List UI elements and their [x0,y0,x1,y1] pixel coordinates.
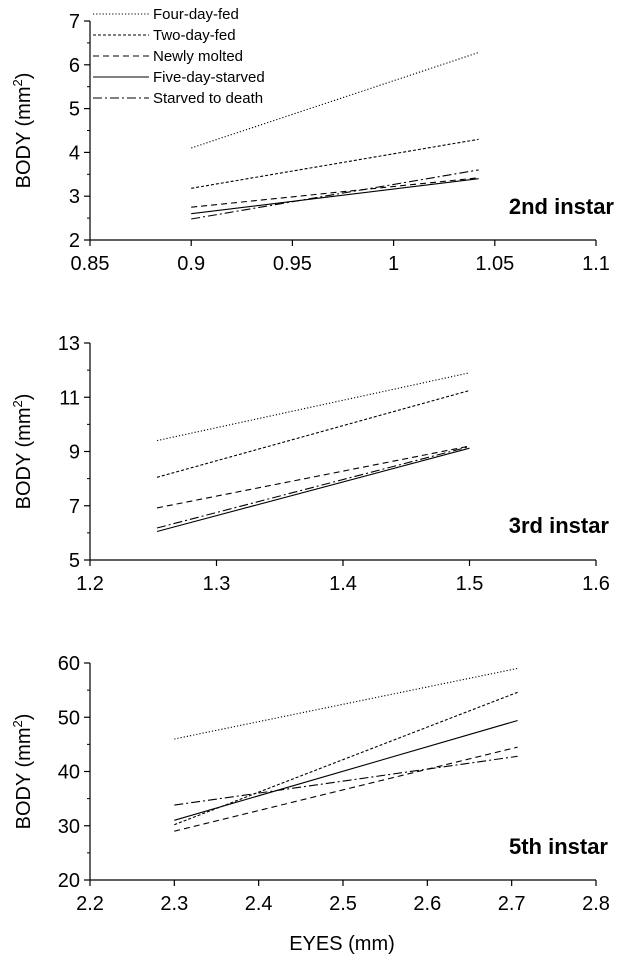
y-tick-label: 11 [59,387,80,409]
y-tick-label: 50 [58,707,80,729]
y-tick-label: 3 [69,186,80,208]
legend-label: Two-day-fed [153,27,236,44]
instar-label: 5th instar [509,834,608,859]
series-line-newly-molted [174,746,518,832]
legend-item-four-day-fed: Four-day-fed [93,6,239,23]
series-line-five-day-starved [191,178,479,215]
series-line-five-day-starved [174,719,518,821]
x-tick-label: 2.5 [329,893,357,915]
y-tick-label: 5 [69,99,80,121]
x-tick-label: 2.7 [498,893,526,915]
y-axis-label: BODY (mm2) [10,73,35,189]
y-tick-label: 9 [69,442,80,464]
legend-label: Starved to death [153,90,263,107]
series-line-newly-molted [156,445,470,509]
series-line-starved-to-death [174,755,518,806]
series-line-starved-to-death [191,169,479,220]
chart-panel-2: 5 7 9 11 13 1.2 1.3 1.4 1.5 1.6 BODY (mm2) 3rd inst… [10,333,610,595]
x-tick-label: 0.95 [273,253,312,275]
y-axis-label: BODY (mm2) [10,394,35,510]
series-line-four-day-fed [191,51,479,149]
x-tick-label: 1.4 [329,573,357,595]
series-line-four-day-fed [174,667,518,740]
x-tick-label: 1.3 [203,573,231,595]
x-tick-label: 1.6 [582,573,610,595]
x-tick-label: 1 [388,253,399,275]
chart-panel-1: 2 3 4 5 6 7 0.85 0.9 0.95 1 1.05 1.1 BODY (mm2) 2nd i… [10,11,614,275]
series-line-two-day-fed [156,389,470,478]
y-tick-label: 20 [58,870,80,892]
y-tick-label: 5 [69,550,80,572]
instar-label: 3rd instar [509,513,610,538]
x-tick-label: 2.4 [245,893,273,915]
y-tick-label: 2 [69,230,80,252]
x-tick-label: 2.8 [582,893,610,915]
legend-item-starved-to-death: Starved to death [93,90,263,107]
legend-item-five-day-starved: Five-day-starved [93,69,265,86]
y-axis-label: BODY (mm2) [10,714,35,830]
y-tick-label: 4 [69,142,80,164]
legend-label: Five-day-starved [153,69,265,86]
series-line-four-day-fed [156,372,470,442]
x-tick-label: 2.3 [160,893,188,915]
series-line-starved-to-death [156,446,470,529]
x-tick-label: 0.9 [177,253,205,275]
series-line-five-day-starved [156,447,470,533]
y-tick-label: 40 [58,762,80,784]
x-tick-label: 2.2 [76,893,104,915]
x-tick-label: 1.05 [475,253,514,275]
x-tick-label: 1.2 [76,573,104,595]
y-tick-label: 13 [58,333,80,355]
x-axis-label: EYES (mm) [289,933,395,955]
x-tick-label: 1.1 [582,253,610,275]
legend-label: Newly molted [153,48,243,65]
series-line-two-day-fed [191,138,479,189]
y-tick-label: 6 [69,55,80,77]
y-tick-label: 30 [58,816,80,838]
series-line-two-day-fed [174,691,518,826]
legend-item-two-day-fed: Two-day-fed [93,27,236,44]
legend-label: Four-day-fed [153,6,239,23]
x-tick-label: 0.85 [71,253,110,275]
legend-item-newly-molted: Newly molted [93,48,243,65]
series-line-newly-molted [191,177,479,208]
y-tick-label: 7 [69,496,80,518]
legend: Four-day-fed Two-day-fed Newly molted Five-… [93,6,265,107]
chart-panel-3: 20 30 40 50 60 2.2 2.3 2.4 2.5 2.6 2.7 2.8 BODY (mm2… [10,653,610,915]
x-tick-label: 2.6 [413,893,441,915]
x-tick-label: 1.5 [456,573,484,595]
y-tick-label: 7 [69,11,80,33]
instar-label: 2nd instar [509,194,615,219]
y-tick-label: 60 [58,653,80,675]
